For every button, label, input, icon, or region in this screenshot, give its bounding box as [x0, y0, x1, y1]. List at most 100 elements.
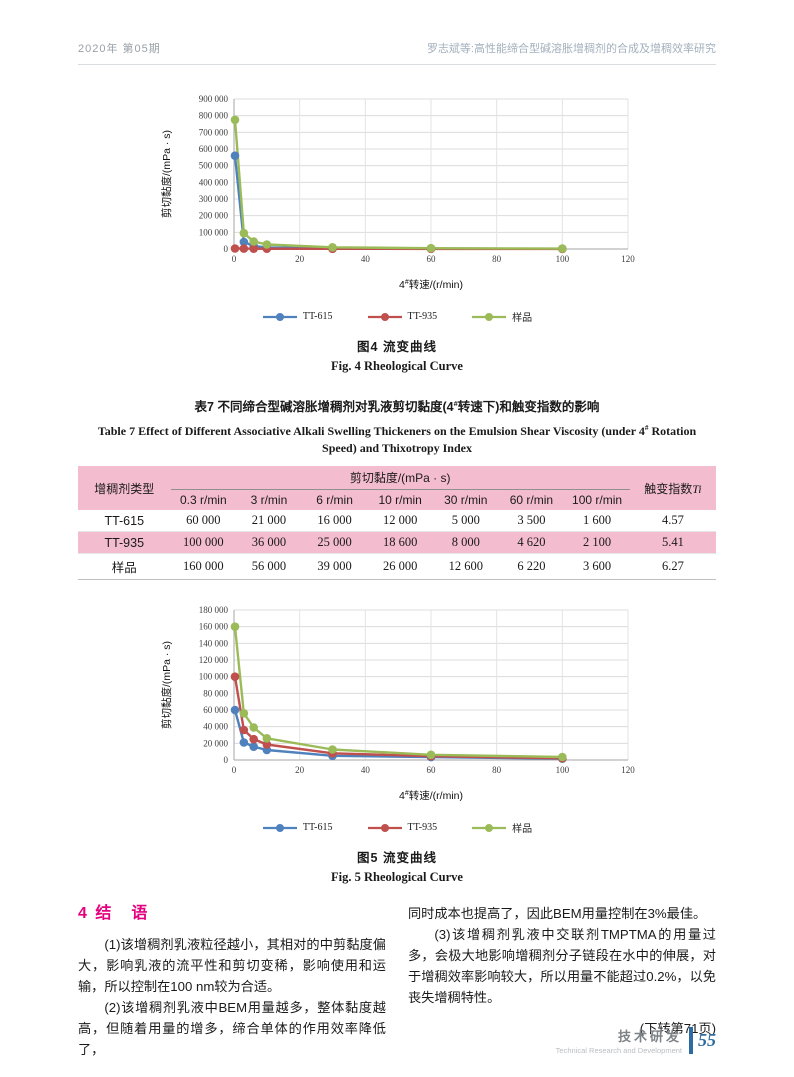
section-heading: 4 结 语 — [78, 905, 150, 922]
viscosity-value-cell: 56 000 — [251, 559, 287, 573]
figure4-line-chart: 0 100 000 200 000 300 000 400 000 500 000 600 … — [160, 94, 635, 291]
table7-speed-header: 10 r/min — [367, 489, 433, 510]
svg-text:0: 0 — [224, 244, 229, 254]
table7-speed-header: 0.3 r/min — [170, 489, 237, 510]
svg-text:600 000: 600 000 — [199, 144, 229, 154]
legend-marker-icon — [262, 312, 297, 321]
svg-text:400 000: 400 000 — [199, 177, 229, 187]
svg-text:180 000: 180 000 — [199, 605, 229, 615]
svg-text:剪切黏度/(mPa · s): 剪切黏度/(mPa · s) — [160, 641, 173, 729]
legend-marker-icon — [472, 823, 507, 832]
thixotropy-index-cell: 6.27 — [662, 559, 684, 573]
header-issue: 2020年 第05期 — [78, 43, 161, 55]
header-running-title: 罗志斌等:高性能缔合型碱溶胀增稠剂的合成及增稠效率研究 — [426, 43, 716, 55]
svg-text:20 000: 20 000 — [203, 738, 228, 748]
viscosity-value-cell: 39 000 — [317, 559, 352, 573]
conclusion-paragraph-1: (1)该增稠剂乳液粒径越小，其相对的中剪黏度偏大，影响乳液的流平性和剪切变稀，影… — [78, 937, 386, 994]
conclusion-right-column: 同时成本也提高了，因此BEM用量控制在3%最佳。 (3)该增稠剂乳液中交联剂TM… — [408, 903, 716, 1060]
legend-marker-icon — [472, 312, 507, 321]
viscosity-value-cell: 12 600 — [448, 559, 483, 573]
legend-item-TT-615: TT-615 — [262, 309, 333, 324]
continued-on-page-note: (下转第71页) — [639, 1021, 716, 1036]
page-number: 55 — [698, 1030, 716, 1050]
legend-item-样品: 样品 — [471, 309, 532, 324]
footer-section-name: 技术研发 Technical Research and Development — [556, 1026, 682, 1055]
svg-text:剪切黏度/(mPa · s): 剪切黏度/(mPa · s) — [160, 130, 173, 218]
table7: 增稠剂类型 剪切黏度/(mPa · s) 触变指数Ti 0.3 r/min 3 … — [78, 466, 716, 580]
conclusion-section: 4 结 语 (1)该增稠剂乳液粒径越小，其相对的中剪黏度偏大，影响乳液的流平性和… — [78, 903, 716, 1060]
viscosity-value-cell: 26 000 — [383, 559, 418, 573]
legend-marker-icon — [367, 312, 402, 321]
svg-text:120: 120 — [621, 254, 635, 264]
figure4-caption-zh: 图4 流变曲线 — [357, 340, 437, 354]
svg-text:4#转速/(r/min): 4#转速/(r/min) — [399, 789, 463, 802]
legend-marker-icon — [262, 823, 297, 832]
table7-speed-header: 100 r/min — [564, 489, 630, 510]
figure5-block: 0 20 000 40 000 60 000 80 000 100 000 120 000 1… — [78, 600, 716, 885]
svg-text:100 000: 100 000 — [199, 227, 229, 237]
svg-text:120 000: 120 000 — [199, 655, 229, 665]
viscosity-value-cell: 25 000 — [317, 535, 352, 549]
table7-speed-header: 6 r/min — [301, 489, 368, 510]
conclusion-paragraph-2-continued: 同时成本也提高了，因此BEM用量控制在3%最佳。 — [408, 906, 707, 921]
svg-text:900 000: 900 000 — [199, 94, 229, 104]
svg-text:20: 20 — [295, 254, 305, 264]
figure5-legend: TT-615 TT-935 样品 — [78, 820, 716, 835]
viscosity-value-cell: 36 000 — [251, 535, 287, 549]
viscosity-value-cell: 60 000 — [186, 513, 221, 527]
legend-item-样品: 样品 — [471, 820, 532, 835]
table7-block: 表7 不同缔合型碱溶胀增稠剂对乳液剪切黏度(4#转速下)和触变指数的影响 Tab… — [78, 396, 716, 580]
figure5-line-chart: 0 20 000 40 000 60 000 80 000 100 000 120 000 1… — [160, 605, 635, 802]
svg-text:60 000: 60 000 — [203, 705, 228, 715]
svg-text:500 000: 500 000 — [199, 161, 229, 171]
svg-text:20: 20 — [295, 765, 305, 775]
conclusion-paragraph-3: (3)该增稠剂乳液中交联剂TMPTMA的用量过多，会极大地影响增稠剂分子链段在水… — [408, 927, 716, 1005]
svg-text:40: 40 — [361, 765, 371, 775]
hash-superscript: # — [453, 398, 458, 408]
legend-label: 样品 — [512, 824, 533, 835]
footer-section-en: Technical Research and Development — [555, 1046, 682, 1055]
svg-text:60: 60 — [427, 765, 437, 775]
svg-text:80: 80 — [492, 765, 502, 775]
legend-label: TT-615 — [302, 822, 333, 833]
svg-text:0: 0 — [232, 254, 237, 264]
legend-marker-icon — [367, 823, 402, 832]
viscosity-value-cell: 16 000 — [317, 513, 352, 527]
figure4-caption-en: Fig. 4 Rheological Curve — [331, 359, 463, 373]
figure5-caption-en: Fig. 5 Rheological Curve — [331, 870, 463, 884]
svg-text:160 000: 160 000 — [199, 622, 229, 632]
svg-text:300 000: 300 000 — [199, 194, 229, 204]
viscosity-value-cell: 2 100 — [583, 535, 612, 549]
svg-text:80: 80 — [492, 254, 502, 264]
svg-text:0: 0 — [232, 765, 237, 775]
table-row: TT-935 100 000 36 000 25 000 18 600 8 000 4 62… — [78, 531, 716, 554]
svg-text:120: 120 — [621, 765, 635, 775]
footer-section-zh: 技术研发 — [617, 1029, 682, 1044]
thickener-name-cell: TT-615 — [104, 513, 145, 528]
figure5-caption-zh: 图5 流变曲线 — [357, 851, 437, 865]
table7-title-en: Table 7 Effect of Different Associative … — [97, 424, 697, 455]
legend-label: TT-615 — [302, 311, 333, 322]
figure4-block: 0 100 000 200 000 300 000 400 000 500 000 600 … — [78, 89, 716, 374]
viscosity-value-cell: 3 500 — [517, 513, 546, 527]
page-header: 2020年 第05期 罗志斌等:高性能缔合型碱溶胀增稠剂的合成及增稠效率研究 — [78, 40, 716, 65]
legend-item-TT-935: TT-935 — [367, 820, 438, 835]
svg-text:200 000: 200 000 — [199, 211, 229, 221]
figure4-legend: TT-615 TT-935 样品 — [78, 309, 716, 324]
table7-header-shear-viscosity: 剪切黏度/(mPa · s) — [170, 466, 630, 490]
table7-speed-header: 3 r/min — [236, 489, 302, 510]
table7-speed-header-row: 0.3 r/min 3 r/min 6 r/min 10 r/min 30 r/… — [78, 489, 716, 510]
conclusion-left-column: 4 结 语 (1)该增稠剂乳液粒径越小，其相对的中剪黏度偏大，影响乳液的流平性和… — [78, 903, 386, 1060]
viscosity-value-cell: 18 600 — [383, 535, 418, 549]
legend-label: 样品 — [512, 313, 533, 324]
viscosity-value-cell: 8 000 — [451, 535, 480, 549]
svg-text:100: 100 — [556, 765, 570, 775]
viscosity-value-cell: 6 220 — [517, 559, 546, 573]
viscosity-value-cell: 160 000 — [183, 559, 224, 573]
legend-label: TT-935 — [407, 822, 438, 833]
legend-item-TT-935: TT-935 — [367, 309, 437, 324]
svg-text:800 000: 800 000 — [199, 111, 229, 121]
thickener-name-cell: 样品 — [111, 561, 137, 575]
svg-text:100: 100 — [556, 254, 570, 264]
